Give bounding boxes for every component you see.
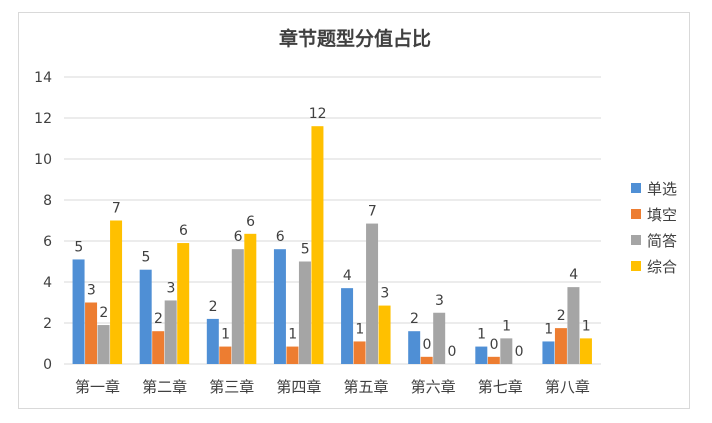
bar bbox=[567, 287, 580, 364]
bar bbox=[164, 300, 177, 364]
y-tick-label: 10 bbox=[34, 152, 52, 168]
data-label: 1 bbox=[544, 321, 553, 337]
data-label: 4 bbox=[343, 268, 352, 284]
bar bbox=[366, 223, 379, 364]
data-label: 5 bbox=[301, 242, 310, 258]
bar bbox=[579, 338, 592, 364]
bar bbox=[85, 302, 98, 364]
data-label: 6 bbox=[276, 229, 285, 245]
data-label: 1 bbox=[502, 318, 511, 334]
data-label: 2 bbox=[557, 308, 566, 324]
data-label: 4 bbox=[569, 267, 578, 283]
bar bbox=[273, 249, 286, 364]
bar bbox=[152, 331, 165, 364]
bar bbox=[231, 249, 244, 364]
legend-label: 综合 bbox=[647, 258, 677, 276]
data-label: 3 bbox=[435, 293, 444, 309]
bar bbox=[433, 312, 446, 364]
legend-swatch bbox=[631, 209, 641, 219]
bar bbox=[286, 346, 299, 364]
bar bbox=[487, 356, 500, 364]
data-label: 1 bbox=[221, 327, 230, 343]
bar bbox=[110, 220, 123, 364]
data-label: 0 bbox=[422, 337, 431, 353]
y-tick-label: 2 bbox=[43, 316, 52, 332]
category-label: 第八章 bbox=[545, 378, 590, 396]
data-label: 2 bbox=[154, 311, 163, 327]
y-tick-label: 6 bbox=[43, 234, 52, 250]
y-tick-label: 12 bbox=[34, 111, 52, 127]
legend-swatch bbox=[631, 261, 641, 271]
category-label: 第七章 bbox=[478, 378, 523, 396]
data-label: 5 bbox=[141, 250, 150, 266]
legend-swatch bbox=[631, 183, 641, 193]
data-label: 6 bbox=[179, 223, 188, 239]
legend-swatch bbox=[631, 235, 641, 245]
bar bbox=[408, 331, 421, 364]
category-label: 第一章 bbox=[75, 378, 120, 396]
bar bbox=[97, 325, 110, 364]
bar bbox=[475, 346, 488, 364]
data-label: 3 bbox=[380, 286, 389, 302]
data-label: 1 bbox=[355, 321, 364, 337]
data-label: 7 bbox=[368, 204, 377, 220]
category-label: 第五章 bbox=[344, 378, 389, 396]
data-label: 1 bbox=[288, 327, 297, 343]
y-tick-label: 8 bbox=[43, 193, 52, 209]
y-axis-ticks: 0 2 4 6 8 10 12 14 bbox=[34, 70, 52, 373]
data-label: 0 bbox=[490, 337, 499, 353]
bar bbox=[554, 328, 567, 364]
data-label: 2 bbox=[99, 305, 108, 321]
data-label: 6 bbox=[246, 214, 255, 230]
data-label: 5 bbox=[74, 239, 83, 255]
gridlines bbox=[64, 76, 601, 365]
bar bbox=[244, 233, 257, 364]
bar bbox=[72, 259, 85, 364]
data-label: 0 bbox=[515, 344, 524, 360]
data-label: 12 bbox=[309, 106, 327, 122]
data-label: 3 bbox=[166, 280, 175, 296]
data-label: 1 bbox=[477, 327, 486, 343]
category-label: 第四章 bbox=[276, 378, 321, 396]
bar bbox=[311, 126, 324, 364]
data-label: 3 bbox=[87, 283, 96, 299]
bar bbox=[206, 318, 219, 364]
chart-title: 章节题型分值占比 bbox=[279, 27, 431, 50]
bars bbox=[72, 126, 592, 364]
data-label: 1 bbox=[582, 318, 591, 334]
bar bbox=[139, 269, 152, 364]
data-label: 0 bbox=[447, 344, 456, 360]
data-label: 2 bbox=[209, 299, 218, 315]
bar bbox=[298, 261, 311, 364]
data-label: 7 bbox=[112, 201, 121, 217]
data-label: 2 bbox=[410, 311, 419, 327]
category-label: 第三章 bbox=[209, 378, 254, 396]
bar bbox=[219, 346, 232, 364]
y-tick-label: 0 bbox=[43, 357, 52, 373]
bar bbox=[341, 288, 354, 364]
y-tick-label: 4 bbox=[43, 275, 52, 291]
chart-frame: 章节题型分值占比 0 2 4 6 8 10 12 14 5 3 2 7 5 2 3 6 2 1 6 6 6 1 5 12 4 1… bbox=[18, 12, 690, 409]
x-axis-categories: 第一章 第二章 第三章 第四章 第五章 第六章 第七章 第八章 bbox=[75, 378, 590, 396]
data-label: 6 bbox=[234, 229, 243, 245]
bar bbox=[500, 338, 513, 364]
bar bbox=[420, 356, 433, 364]
bar bbox=[353, 341, 366, 364]
legend-label: 填空 bbox=[647, 206, 677, 224]
legend-label: 单选 bbox=[647, 180, 677, 198]
category-label: 第二章 bbox=[142, 378, 187, 396]
legend-label: 简答 bbox=[647, 232, 677, 250]
y-tick-label: 14 bbox=[34, 70, 52, 86]
category-label: 第六章 bbox=[411, 378, 456, 396]
bar bbox=[177, 243, 190, 364]
bar bbox=[378, 305, 391, 364]
bar bbox=[542, 341, 555, 364]
